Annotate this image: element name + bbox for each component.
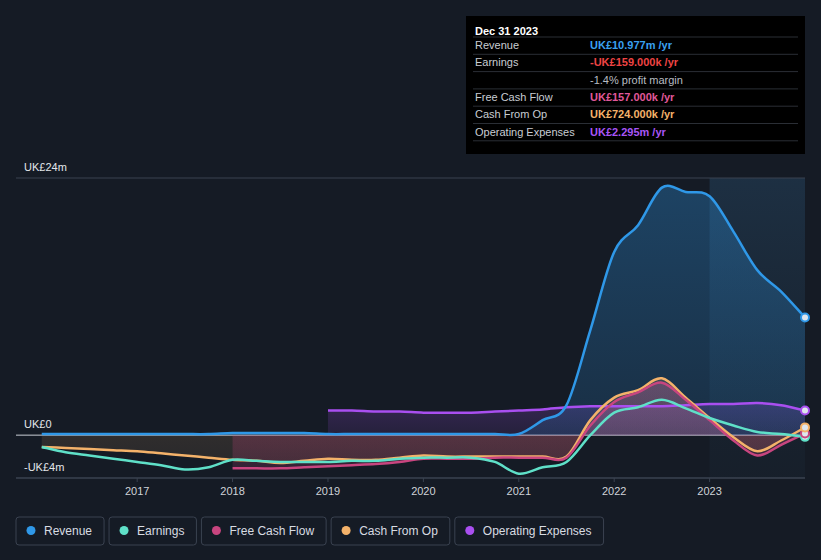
areas <box>42 186 805 469</box>
x-tick-label: 2017 <box>125 485 149 497</box>
y-tick-label: UK£0 <box>24 418 52 430</box>
legend-label: Revenue <box>44 524 92 538</box>
legend-swatch <box>27 526 36 535</box>
legend-item: Earnings <box>109 517 196 545</box>
legend-label: Earnings <box>137 524 184 538</box>
x-tick <box>709 478 710 482</box>
legend-box <box>16 517 104 545</box>
end-marker <box>801 423 809 431</box>
tooltip-title: Dec 31 2023 <box>475 25 538 37</box>
legend-swatch <box>212 526 221 535</box>
legend-label: Operating Expenses <box>483 524 592 538</box>
legend-item: Free Cash Flow <box>201 517 326 545</box>
background <box>0 0 821 560</box>
tooltip-label: Free Cash Flow <box>475 91 553 103</box>
tooltip-label: Revenue <box>475 39 519 51</box>
legend-swatch <box>342 526 351 535</box>
y-tick-label: -UK£4m <box>24 461 64 473</box>
end-marker <box>801 314 809 322</box>
x-tick-label: 2022 <box>602 485 626 497</box>
series-line <box>233 383 805 469</box>
x-tick-label: 2019 <box>316 485 340 497</box>
series-area <box>42 186 805 435</box>
legend-label: Free Cash Flow <box>229 524 314 538</box>
tooltip-box <box>466 16 805 154</box>
y-tick-label: UK£24m <box>24 161 67 173</box>
tooltip-separator <box>473 54 798 55</box>
x-axis-line <box>16 478 805 479</box>
series-line <box>42 186 805 435</box>
tooltip-separator <box>473 37 798 38</box>
x-tick-label: 2021 <box>507 485 531 497</box>
tooltip-separator <box>473 106 798 107</box>
tooltip-label: Cash From Op <box>475 108 547 120</box>
chart: -UK£4m UK£0 UK£24m 2017 2018 2019 2020 2021 2022… <box>0 0 821 560</box>
x-tick <box>137 478 138 482</box>
plot-area <box>42 186 805 474</box>
tooltip-value: UK£724.000k /yr <box>590 108 675 120</box>
tooltip-separator <box>473 140 798 141</box>
x-tick-label: 2023 <box>697 485 721 497</box>
grid-line <box>16 478 805 479</box>
x-tick <box>614 478 615 482</box>
x-tick <box>423 478 424 482</box>
tooltip-separator <box>473 123 798 124</box>
x-tick <box>327 478 328 482</box>
tooltip-note: -1.4% profit margin <box>590 74 683 86</box>
tooltip: Dec 31 2023 Revenue UK£10.977m /yr Earnings… <box>466 16 805 154</box>
series-line <box>42 400 805 474</box>
x-tick-label: 2020 <box>411 485 435 497</box>
legend-item: Operating Expenses <box>455 517 604 545</box>
legend-box <box>109 517 196 545</box>
tooltip-label: Earnings <box>475 56 519 68</box>
legend-box <box>455 517 604 545</box>
end-marker <box>801 407 809 415</box>
legend-item: Revenue <box>16 517 104 545</box>
legend-swatch <box>465 526 474 535</box>
x-tick <box>232 478 233 482</box>
grid-line <box>16 178 805 179</box>
tooltip-separator <box>473 88 798 89</box>
legend-item: Cash From Op <box>331 517 450 545</box>
x-tick-label: 2018 <box>220 485 244 497</box>
tooltip-value: UK£157.000k /yr <box>590 91 675 103</box>
lines <box>42 186 805 474</box>
tooltip-value: -UK£159.000k /yr <box>590 56 679 68</box>
tooltip-separator <box>473 71 798 72</box>
tooltip-label: Operating Expenses <box>475 126 575 138</box>
legend-label: Cash From Op <box>359 524 438 538</box>
x-tick <box>518 478 519 482</box>
tooltip-value: UK£2.295m /yr <box>590 126 667 138</box>
legend-box <box>201 517 326 545</box>
series-line <box>42 378 805 463</box>
legend-swatch <box>120 526 129 535</box>
tooltip-value: UK£10.977m /yr <box>590 39 673 51</box>
legend-box <box>331 517 450 545</box>
